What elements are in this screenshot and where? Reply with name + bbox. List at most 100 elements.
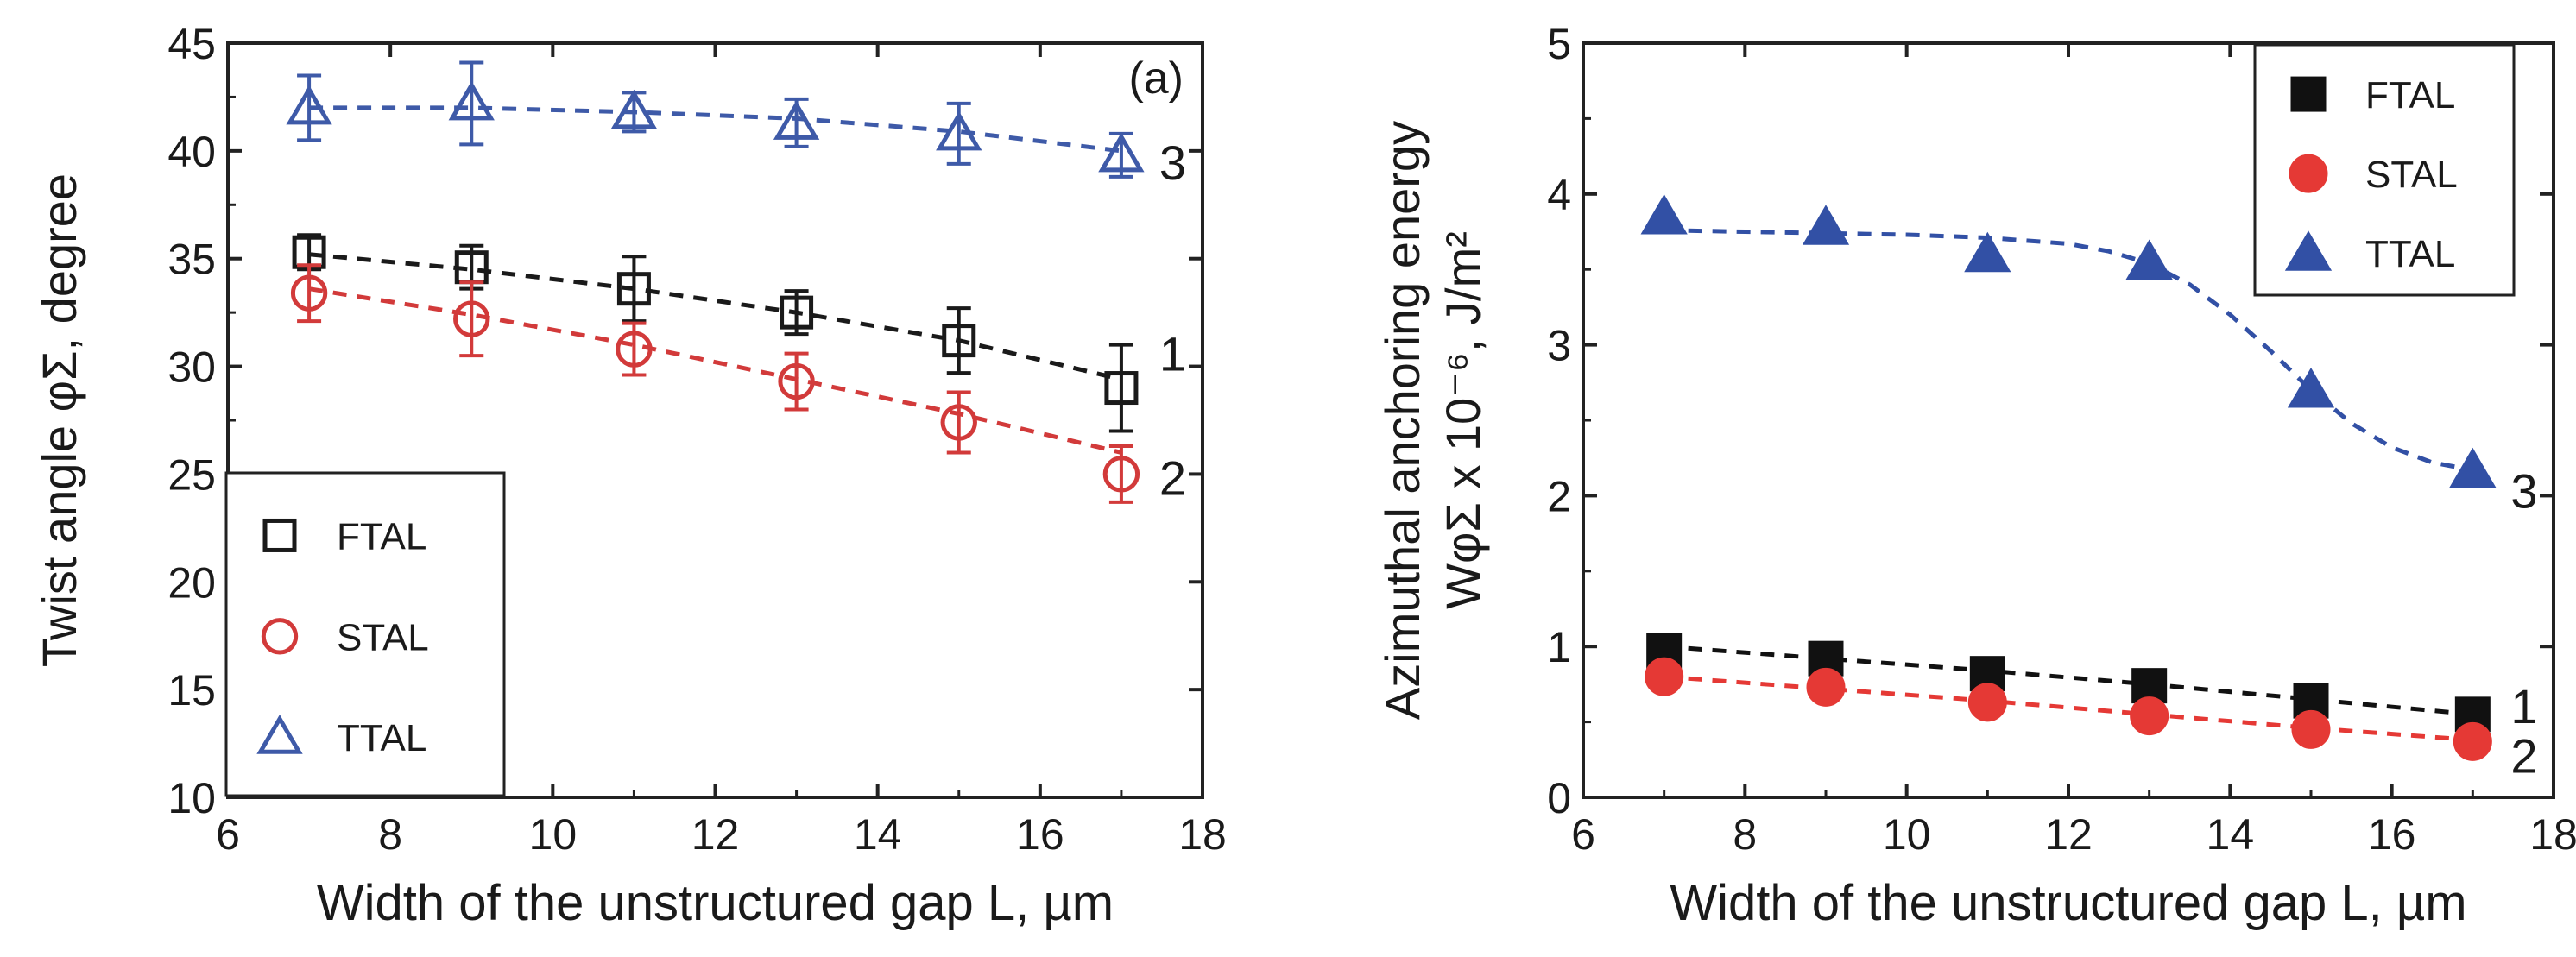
error-bar [1108,444,1133,504]
x-tick-label: 14 [854,810,902,859]
legend-label: FTAL [337,515,426,557]
legend-label: TTAL [2365,233,2455,275]
series-ftal: 1 [1646,633,2537,733]
legend-label: STAL [337,616,429,658]
y-axis-label-line1: Azimuthal anchoring energy [1375,121,1430,720]
y-tick-label: 1 [1547,623,1571,671]
x-tick-label: 14 [2207,810,2255,859]
panel-label: (a) [1128,54,1184,104]
curve-number-label: 2 [1159,450,1186,505]
data-point [1967,683,2007,722]
x-tick-label: 16 [1016,810,1064,859]
legend-label: TTAL [337,717,426,759]
y-tick-label: 25 [167,450,216,499]
x-tick-label: 12 [691,810,740,859]
y-tick-label: 4 [1547,171,1571,219]
curve-number-label: 3 [2510,464,2537,519]
data-point [1802,205,1850,245]
x-tick-label: 12 [2044,810,2093,859]
series-ttal: 3 [1640,194,2537,519]
x-tick-label: 8 [1733,810,1757,859]
series-ttal: 3 [286,60,1186,190]
x-axis-label: Width of the unstructured gap L, µm [1670,875,2466,931]
legend-marker [2290,76,2327,112]
data-point [1640,194,1688,235]
x-tick-label: 10 [1883,810,1931,859]
data-point [610,89,658,129]
data-point [942,324,976,358]
x-tick-label: 8 [378,810,402,859]
data-point [778,362,815,400]
data-point [2130,696,2169,736]
data-point [453,300,490,337]
x-axis-label: Width of the unstructured gap L, µm [317,875,1114,931]
x-tick-label: 6 [216,810,240,859]
legend-marker [261,618,299,655]
y-axis-label: Twist angle φΣ, degree [32,173,86,667]
error-bar [1108,343,1133,433]
y-tick-label: 30 [167,343,216,392]
legend-marker [262,518,297,552]
legend: FTAL STAL TTAL [2253,43,2516,297]
data-point [1104,371,1139,406]
data-point [1098,132,1145,173]
legend-marker [256,715,303,754]
data-point [936,110,982,151]
y-tick-label: 15 [167,666,216,715]
data-point [1806,667,1846,707]
legend-marker [2284,230,2333,271]
x-tick-label: 18 [1178,810,1227,859]
data-point [940,404,977,441]
trend-line [1664,674,2473,743]
error-bar [946,390,971,455]
data-point [773,100,820,140]
data-point [2125,239,2173,280]
series-stal: 2 [290,263,1186,505]
y-tick-label: 20 [167,558,216,607]
legend-label: STAL [2365,154,2458,196]
x-tick-label: 10 [529,810,578,859]
y-tick-label: 45 [167,20,216,68]
data-point [448,80,495,121]
trend-line [308,252,1122,381]
curve-number-label: 1 [2510,679,2537,733]
data-point [2291,709,2331,749]
data-point [2287,368,2335,408]
y-tick-label: 10 [167,774,216,822]
data-point [616,272,651,306]
trend-line [1664,644,2473,717]
series-stal: 2 [1645,657,2537,783]
y-tick-label: 40 [167,128,216,176]
error-bar [946,306,971,375]
legend-box [224,471,506,797]
error-bar [784,351,809,412]
legend: FTAL STAL TTAL [224,471,506,797]
data-point [2453,721,2492,761]
error-bar [459,60,484,147]
curve-number-label: 3 [1159,135,1186,190]
legend-label: FTAL [2365,74,2455,116]
x-tick-label: 16 [2368,810,2416,859]
trend-line [309,105,1122,154]
curve-number-label: 1 [1159,327,1186,381]
series-ftal: 1 [292,233,1186,433]
error-bar [459,280,484,358]
data-point [616,331,653,368]
data-point [1964,231,2011,273]
data-point [286,85,332,125]
y-tick-label: 35 [167,236,216,284]
error-bar [622,255,647,324]
data-point [780,295,814,330]
y-tick-label: 0 [1547,774,1571,822]
x-tick-label: 6 [1571,810,1595,859]
trend-line [308,286,1122,455]
y-tick-label: 2 [1547,472,1571,520]
legend-marker [2289,154,2328,193]
y-axis-label-line2: WφΣ x 10⁻⁶, J/m² [1436,231,1490,609]
data-point [2449,447,2497,488]
y-tick-label: 3 [1547,322,1571,370]
